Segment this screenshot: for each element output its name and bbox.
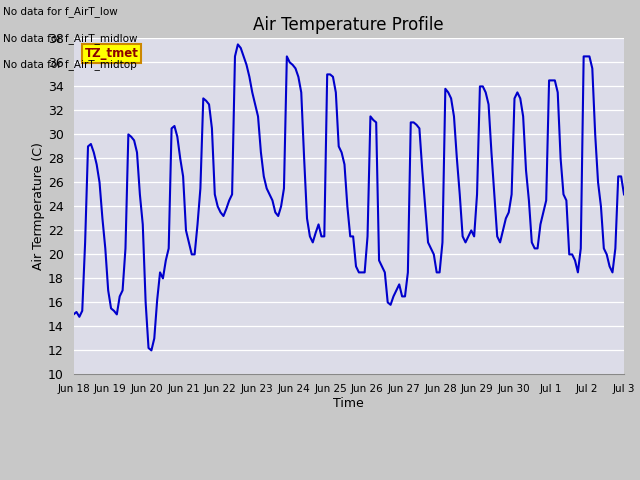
Text: No data for f_AirT_low: No data for f_AirT_low (3, 6, 118, 17)
Title: Air Temperature Profile: Air Temperature Profile (253, 16, 444, 34)
Text: No data for f_AirT_midtop: No data for f_AirT_midtop (3, 59, 137, 70)
Text: No data for f_AirT_midlow: No data for f_AirT_midlow (3, 33, 138, 44)
X-axis label: Time: Time (333, 397, 364, 410)
Text: TZ_tmet: TZ_tmet (84, 47, 138, 60)
Y-axis label: Air Termperature (C): Air Termperature (C) (32, 143, 45, 270)
